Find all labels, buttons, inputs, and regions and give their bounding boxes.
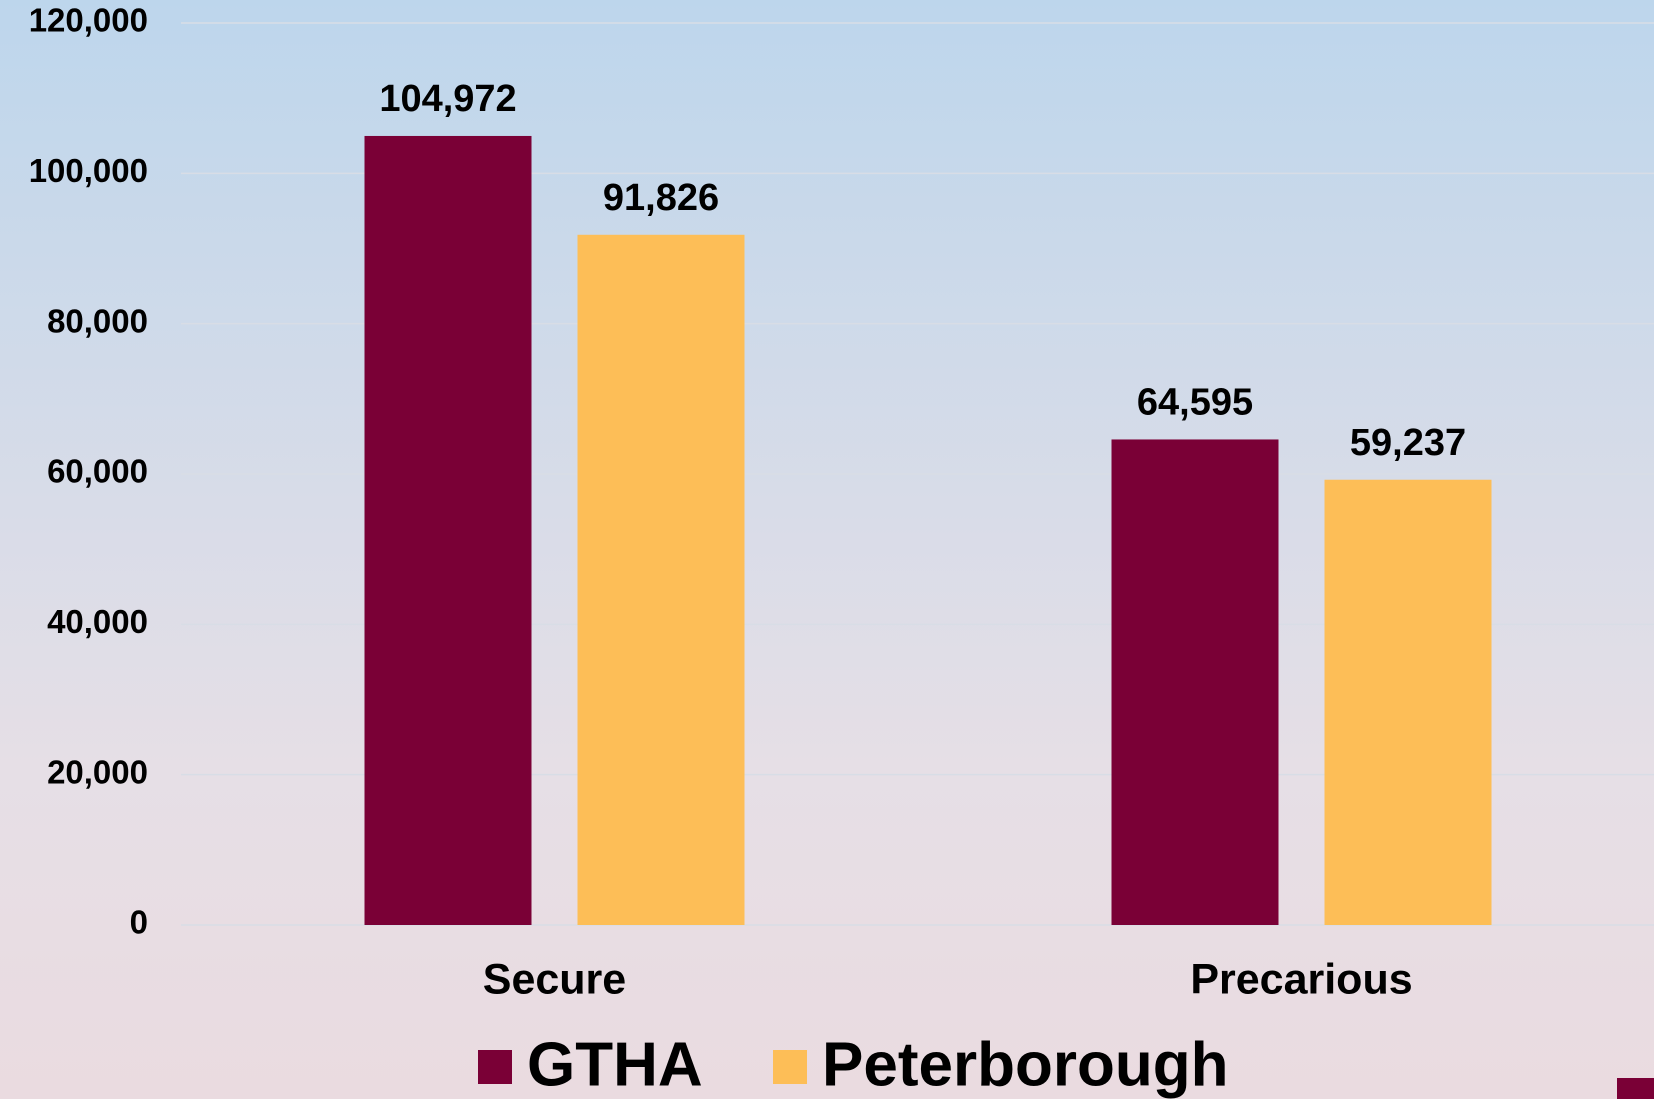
value-label: 104,972 — [379, 78, 516, 120]
value-label: 59,237 — [1350, 422, 1466, 464]
legend-label: Peterborough — [822, 1030, 1228, 1099]
corner-decoration — [1617, 1078, 1654, 1099]
legend-swatch — [478, 1050, 512, 1084]
legend-label: GTHA — [527, 1030, 703, 1099]
value-label: 91,826 — [603, 177, 719, 219]
y-tick-label: 20,000 — [47, 753, 148, 790]
bar — [1324, 479, 1492, 925]
x-tick-label: Precarious — [1190, 955, 1412, 1003]
y-tick-label: 40,000 — [47, 603, 148, 640]
y-tick-label: 60,000 — [47, 453, 148, 490]
legend-swatch — [773, 1050, 807, 1084]
y-tick-label: 120,000 — [29, 2, 148, 39]
y-tick-label: 80,000 — [47, 302, 148, 339]
x-tick-label: Secure — [483, 955, 626, 1003]
bar — [577, 234, 745, 926]
y-tick-label: 100,000 — [29, 152, 148, 189]
bar — [1111, 439, 1279, 925]
y-tick-label: 0 — [130, 904, 148, 941]
value-label: 64,595 — [1137, 381, 1253, 423]
bar — [364, 135, 532, 926]
